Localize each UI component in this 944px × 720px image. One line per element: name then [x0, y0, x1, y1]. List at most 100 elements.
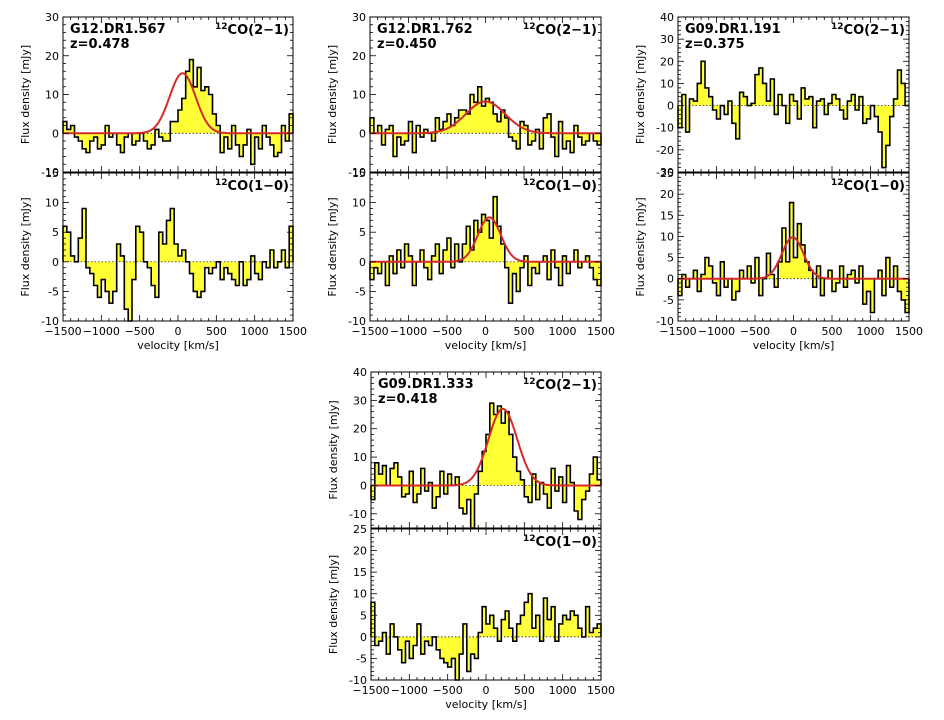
spectrum-bin [820, 98, 825, 106]
y-tick-label: 30 [45, 11, 59, 24]
y-axis-title: Flux density [mJy] [327, 400, 340, 499]
spectrum-bin [139, 232, 144, 262]
y-axis-title: Flux density [mJy] [327, 555, 340, 654]
spectrum-bin [712, 278, 717, 283]
spectrum-panel-4: -10 -5 0 5 10 15 −1500 −1000 −500 0 500 1000 1500 vel… [326, 167, 615, 352]
spectrum-bin [377, 261, 382, 274]
spectrum-bin [420, 133, 424, 138]
source-name: G09.DR1.191 [685, 22, 781, 37]
spectrum-bin [135, 226, 140, 262]
spectrum-bin [481, 214, 486, 262]
spectrum-bin [70, 255, 75, 262]
y-tick-label: 25 [353, 523, 367, 536]
spectrum-bin [509, 434, 513, 486]
spectrum-bin [574, 250, 578, 262]
spectrum-bin [570, 133, 574, 153]
spectrum-bin [273, 261, 278, 268]
y-tick-label: 40 [353, 366, 367, 379]
y-tick-label: -10 [348, 315, 366, 328]
spectrum-bin [239, 133, 244, 157]
spectrum-bin [489, 615, 494, 637]
x-tick-label: 1500 [279, 325, 307, 338]
spectrum-bin [731, 105, 736, 124]
y-tick-label: -10 [349, 674, 367, 687]
spectrum-bin [766, 253, 771, 279]
spectrum-bin [755, 257, 759, 279]
spectrum-bin [597, 479, 601, 486]
gaussian-fit-curve [370, 216, 601, 263]
spectrum-bin [512, 133, 517, 142]
spectrum-bin [693, 101, 698, 106]
spectrum-bin [289, 113, 293, 134]
spectrum-bin [93, 133, 98, 138]
spectrum-bin [535, 261, 540, 274]
spectrum-bin [440, 471, 444, 486]
spectrum-bin [254, 261, 259, 274]
spectrum-bin [408, 121, 413, 134]
spectrum-bin [577, 261, 582, 268]
gaussian-fit-curve [371, 407, 601, 487]
spectrum-bin [558, 476, 563, 486]
spectrum-bin [151, 261, 155, 286]
y-tick-label: 10 [660, 77, 674, 90]
spectrum-bin [478, 471, 483, 486]
y-tick-label: 10 [353, 451, 367, 464]
spectrum-bin [120, 133, 125, 153]
spectrum-bin [497, 121, 501, 134]
spectrum-bin [408, 255, 413, 262]
spectrum-bin [424, 485, 429, 492]
spectrum-bin [551, 606, 555, 637]
spectrum-bin [859, 266, 863, 279]
spectrum-bin [547, 485, 552, 509]
spectrum-bin [189, 261, 194, 274]
spectrum-bin [497, 636, 502, 642]
spectrum-bin [697, 83, 702, 106]
y-tick-label: -10 [348, 166, 366, 179]
spectrum-bin [97, 133, 102, 149]
y-tick-label: 0 [667, 100, 674, 113]
spectrum-bin [489, 238, 494, 262]
spectrum-bin [716, 105, 721, 119]
spectrum-bin [374, 462, 379, 486]
spectrum-bin [466, 636, 471, 672]
spectrum-bin [147, 133, 152, 149]
spectrum-bin [524, 255, 528, 262]
spectrum-bin [782, 228, 786, 279]
spectrum-bin [386, 636, 391, 655]
spectrum-bin [720, 261, 725, 279]
spectrum-bin [516, 623, 521, 637]
spectrum-bin [504, 261, 509, 268]
spectrum-bin [432, 485, 437, 509]
spectrum-bin [828, 270, 832, 279]
spectrum-panel-2: -10 -5 0 5 10 15 −1500 −1000 −500 0 500 1000 1500 vel… [19, 167, 307, 352]
x-tick-label: 500 [206, 325, 227, 338]
spectrum-bin [532, 628, 536, 637]
spectrum-bin [420, 468, 425, 486]
spectrum-bin [489, 102, 494, 134]
x-tick-label: 0 [175, 325, 182, 338]
spectrum-bin [400, 261, 405, 268]
spectrum-bin [562, 133, 567, 149]
spectrum-bin [394, 462, 398, 486]
spectrum-bin [66, 129, 71, 134]
spectrum-bin [174, 121, 178, 134]
spectrum-bin [862, 105, 867, 124]
spectrum-bin [423, 129, 428, 134]
spectrum-bin [570, 611, 575, 637]
spectrum-bin [539, 636, 544, 642]
spectrum-bin [512, 636, 517, 642]
spectrum-bin [220, 133, 224, 153]
spectrum-bin [705, 257, 709, 279]
spectrum-bin [566, 619, 571, 637]
spectrum-bin [566, 261, 571, 274]
spectrum-bin [785, 261, 790, 279]
spectrum-bin [128, 261, 132, 321]
spectrum-bin [412, 261, 417, 286]
spectrum-bin [474, 485, 479, 494]
spectrum-bin [66, 232, 71, 262]
spectrum-bin [405, 485, 410, 494]
y-tick-label: -20 [656, 144, 674, 157]
spectrum-bin [458, 110, 463, 134]
spectrum-bin [450, 261, 455, 268]
y-tick-label: 20 [660, 188, 674, 201]
